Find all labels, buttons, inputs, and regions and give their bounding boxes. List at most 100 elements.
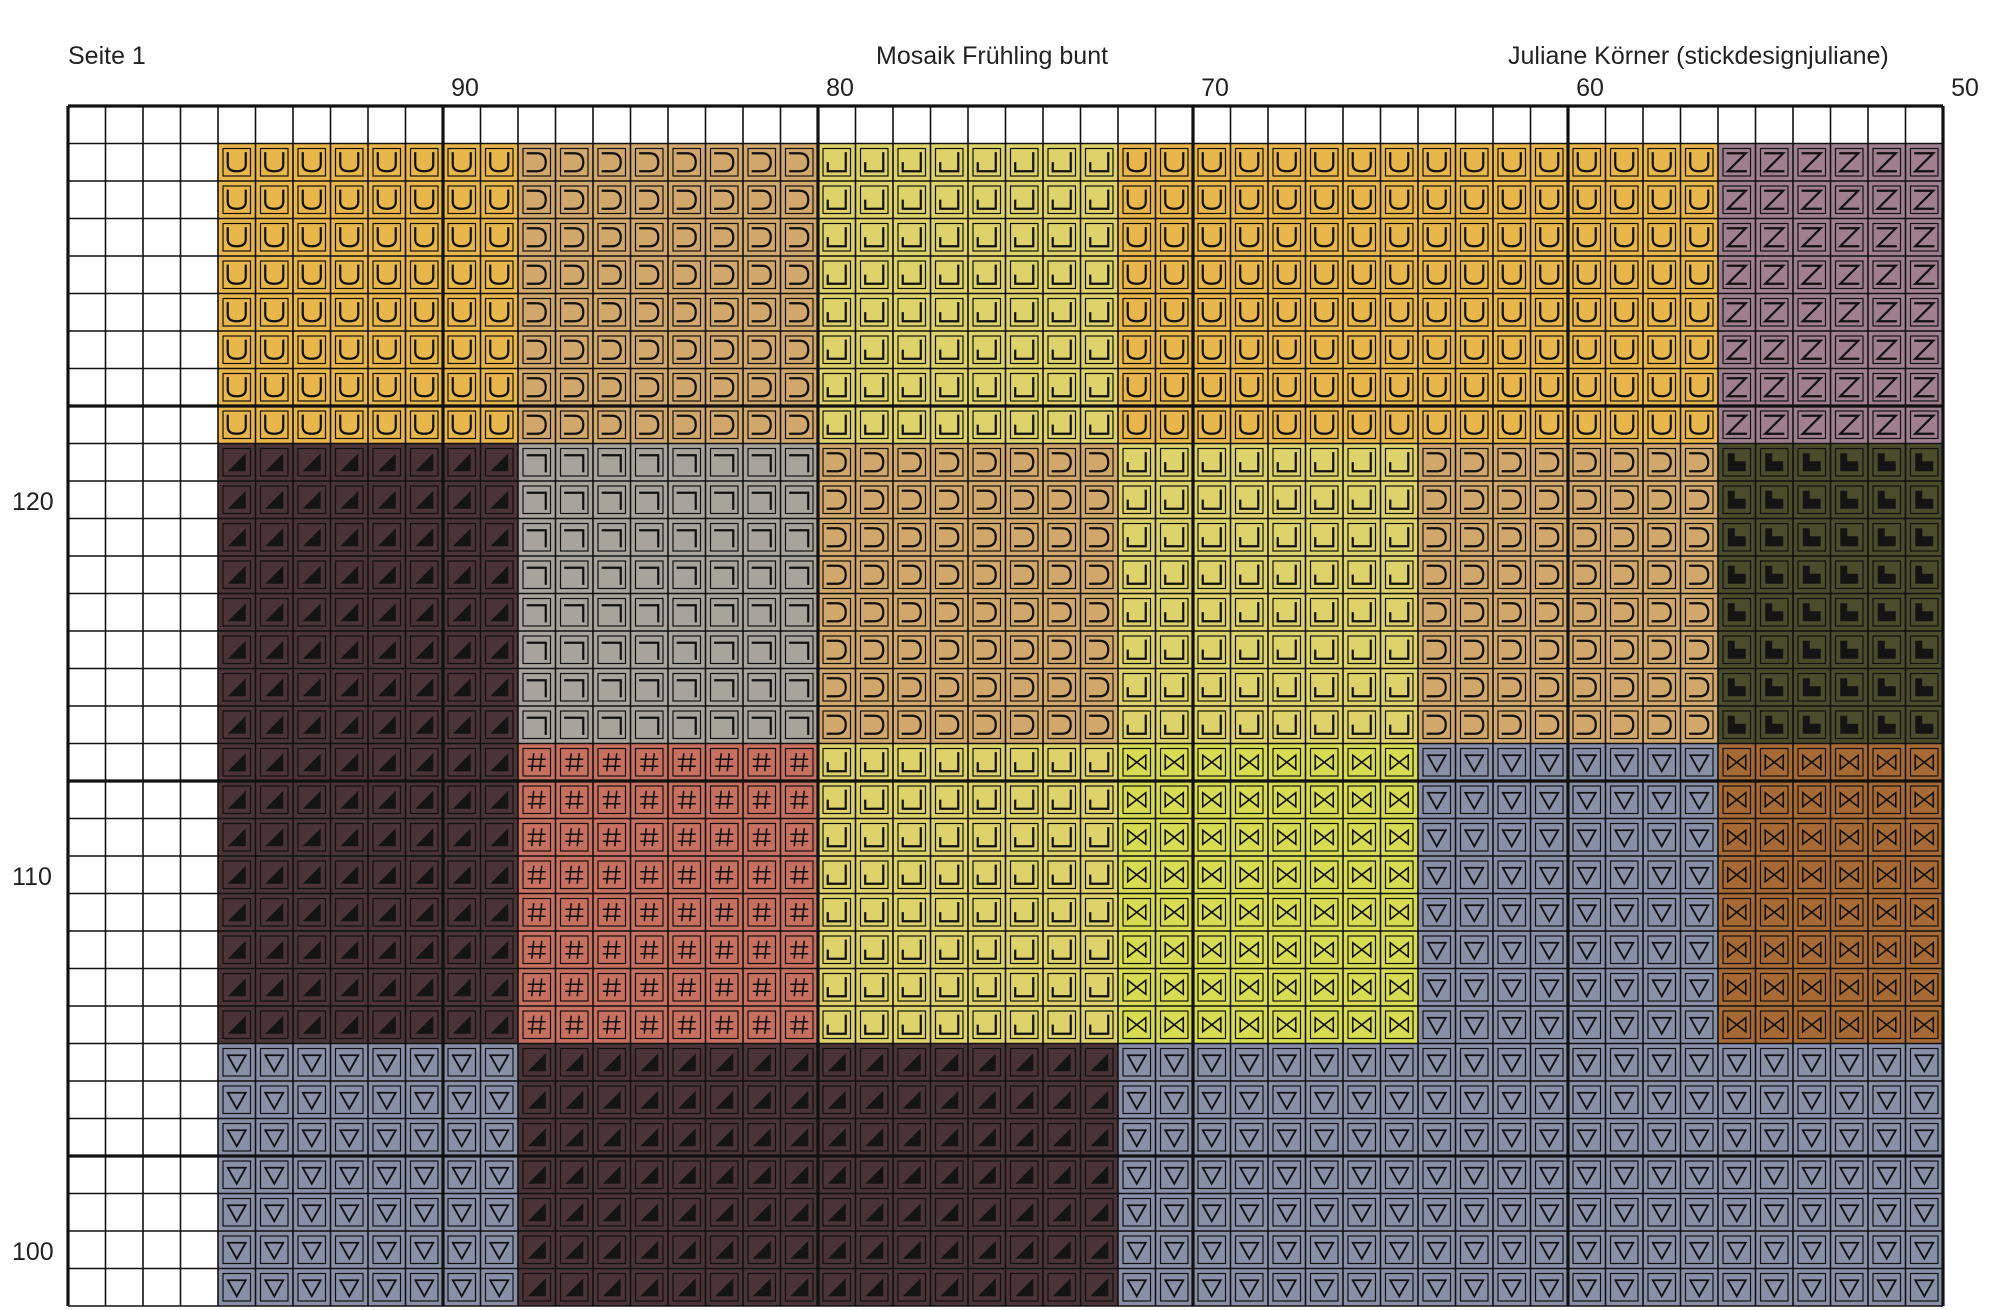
stitch-cell	[1680, 856, 1718, 894]
symbol-reverse-c	[526, 264, 547, 285]
stitch-fill	[1005, 893, 1043, 931]
row-number-110: 110	[12, 863, 52, 891]
stitch-fill	[1680, 293, 1718, 331]
stitch-fill	[1268, 406, 1306, 444]
symbol-triangle	[415, 1015, 434, 1034]
symbol-box	[1234, 860, 1264, 890]
symbol-box	[559, 447, 589, 477]
stitch-fill	[518, 818, 556, 856]
symbol-reverse-c	[1051, 602, 1072, 623]
stitch-fill	[743, 443, 781, 481]
symbol-nabla	[263, 1054, 285, 1074]
symbol-nabla	[1613, 1129, 1635, 1149]
symbol-box	[1197, 560, 1227, 590]
symbol-not	[601, 454, 622, 473]
symbol-box	[1234, 372, 1264, 402]
stitch-fill	[705, 931, 743, 969]
stitch-cell	[1418, 331, 1456, 369]
symbol-box	[1197, 222, 1227, 252]
symbol-u	[1351, 264, 1372, 285]
symbol-box	[1159, 747, 1189, 777]
symbol-not	[676, 454, 697, 473]
symbol-box	[1759, 972, 1789, 1002]
stitch-cell	[1343, 743, 1381, 781]
symbol-box	[1272, 935, 1302, 965]
symbol-box	[1309, 785, 1339, 815]
symbol-box	[934, 260, 964, 290]
stitch-fill	[1493, 518, 1531, 556]
stitch-fill	[1043, 256, 1081, 294]
symbol-not	[639, 716, 660, 735]
symbol-l-block	[1802, 565, 1821, 584]
symbol-box	[1234, 672, 1264, 702]
symbol-box	[522, 785, 552, 815]
symbol-l-block	[1915, 528, 1934, 547]
stitch-fill	[518, 1006, 556, 1044]
symbol-box	[1684, 672, 1714, 702]
symbol-triangle	[602, 1090, 621, 1109]
stitch-cell	[1005, 668, 1043, 706]
symbol-hash	[790, 940, 809, 959]
stitch-cell	[255, 631, 293, 669]
stitch-cell	[930, 893, 968, 931]
symbol-u	[1501, 264, 1522, 285]
stitch-cell	[968, 668, 1006, 706]
symbol-z	[1800, 377, 1824, 398]
symbol-box	[447, 1010, 477, 1040]
symbol-box	[1459, 1010, 1489, 1040]
symbol-j	[1089, 1014, 1110, 1035]
symbol-reverse-c	[714, 339, 735, 360]
stitch-cell	[1530, 706, 1568, 744]
stitch-fill	[1605, 406, 1643, 444]
symbol-reverse-c	[901, 489, 922, 510]
symbol-box	[1384, 897, 1414, 927]
stitch-cell	[1643, 818, 1681, 856]
stitch-fill	[368, 181, 406, 219]
stitch-cell	[1343, 218, 1381, 256]
symbol-box	[1722, 1047, 1752, 1077]
symbol-box	[1159, 897, 1189, 927]
stitch-cell	[593, 443, 631, 481]
symbol-l-block	[1765, 453, 1784, 472]
symbol-j	[1314, 602, 1335, 623]
symbol-triangle	[827, 1053, 846, 1072]
symbol-j	[1276, 489, 1297, 510]
stitch-fill	[818, 293, 856, 331]
symbol-box	[934, 410, 964, 440]
stitch-cell	[1193, 218, 1231, 256]
stitch-cell	[368, 481, 406, 519]
symbol-u	[451, 152, 472, 173]
symbol-bowtie	[1914, 978, 1935, 996]
symbol-box	[934, 935, 964, 965]
symbol-nabla	[1276, 1091, 1298, 1111]
symbol-box	[1759, 1085, 1789, 1115]
symbol-box	[1122, 1085, 1152, 1115]
stitch-fill	[1643, 781, 1681, 819]
stitch-fill	[593, 143, 631, 181]
symbol-bowtie	[1726, 978, 1747, 996]
stitch-fill	[968, 593, 1006, 631]
stitch-fill	[1193, 143, 1231, 181]
symbol-box	[1834, 1122, 1864, 1152]
symbol-box	[1759, 597, 1789, 627]
symbol-reverse-c	[1614, 489, 1635, 510]
stitch-cell	[1905, 218, 1943, 256]
symbol-l-block	[1840, 715, 1859, 734]
stitch-cell	[1043, 143, 1081, 181]
stitch-fill	[630, 593, 668, 631]
stitch-cell	[1493, 293, 1531, 331]
symbol-u	[1389, 264, 1410, 285]
symbol-box	[784, 1047, 814, 1077]
stitch-cell	[1830, 556, 1868, 594]
symbol-box	[1047, 1010, 1077, 1040]
symbol-box	[1684, 860, 1714, 890]
symbol-box	[1684, 1010, 1714, 1040]
symbol-box	[409, 672, 439, 702]
symbol-u	[226, 339, 247, 360]
stitch-cell	[555, 668, 593, 706]
symbol-box	[1909, 410, 1939, 440]
stitch-fill	[1043, 818, 1081, 856]
symbol-nabla	[1576, 866, 1598, 886]
symbol-triangle	[1052, 1090, 1071, 1109]
stitch-fill	[855, 931, 893, 969]
